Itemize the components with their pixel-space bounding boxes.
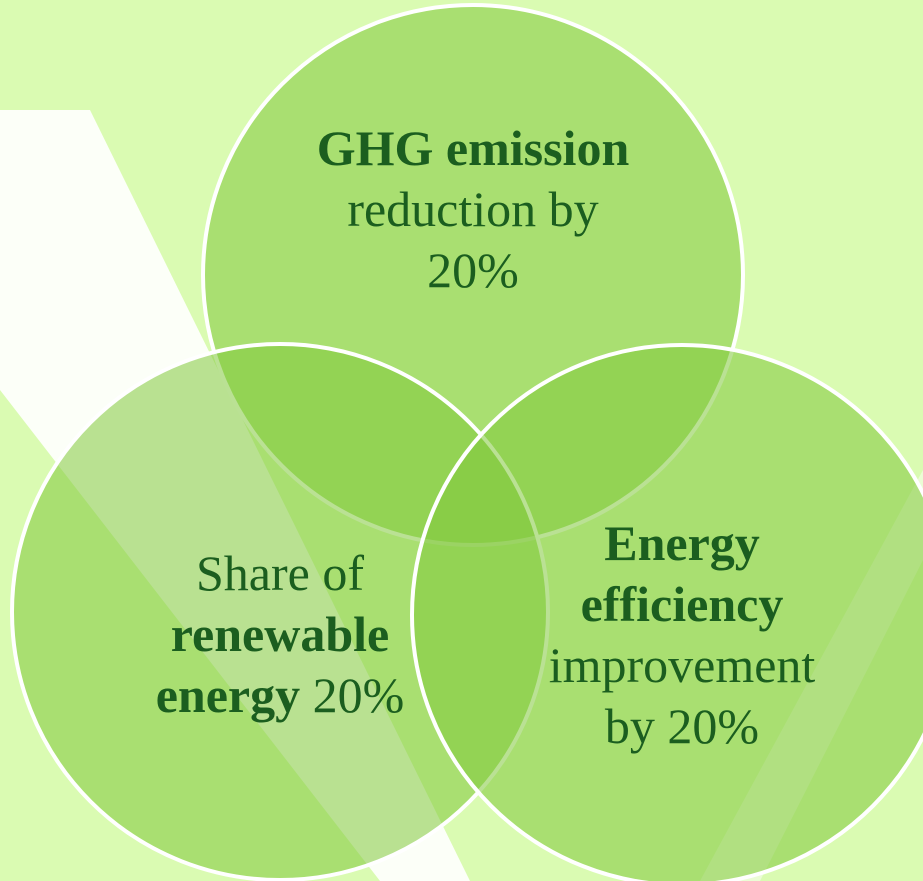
- text: Share of: [196, 545, 364, 601]
- text: 20%: [427, 242, 519, 298]
- node-label: Share of renewable energy 20%: [156, 545, 405, 723]
- node-label: GHG emission reduction by 20%: [317, 120, 630, 298]
- bold-text: GHG emission: [317, 120, 630, 176]
- bold-text: efficiency: [581, 576, 784, 632]
- labels: GHG emission reduction by 20%Share of renew…: [156, 120, 816, 754]
- bold-text: Energy: [604, 515, 760, 571]
- venn-circle: [410, 343, 923, 881]
- text: improvement: [549, 637, 816, 693]
- node-label: Energy efficiency improvement by 20%: [549, 515, 816, 754]
- text: reduction by: [347, 181, 598, 237]
- text: 20%: [300, 667, 404, 723]
- circles: [10, 3, 923, 881]
- bold-text: energy: [156, 667, 300, 723]
- bold-text: renewable: [171, 606, 389, 662]
- text: by 20%: [605, 698, 759, 754]
